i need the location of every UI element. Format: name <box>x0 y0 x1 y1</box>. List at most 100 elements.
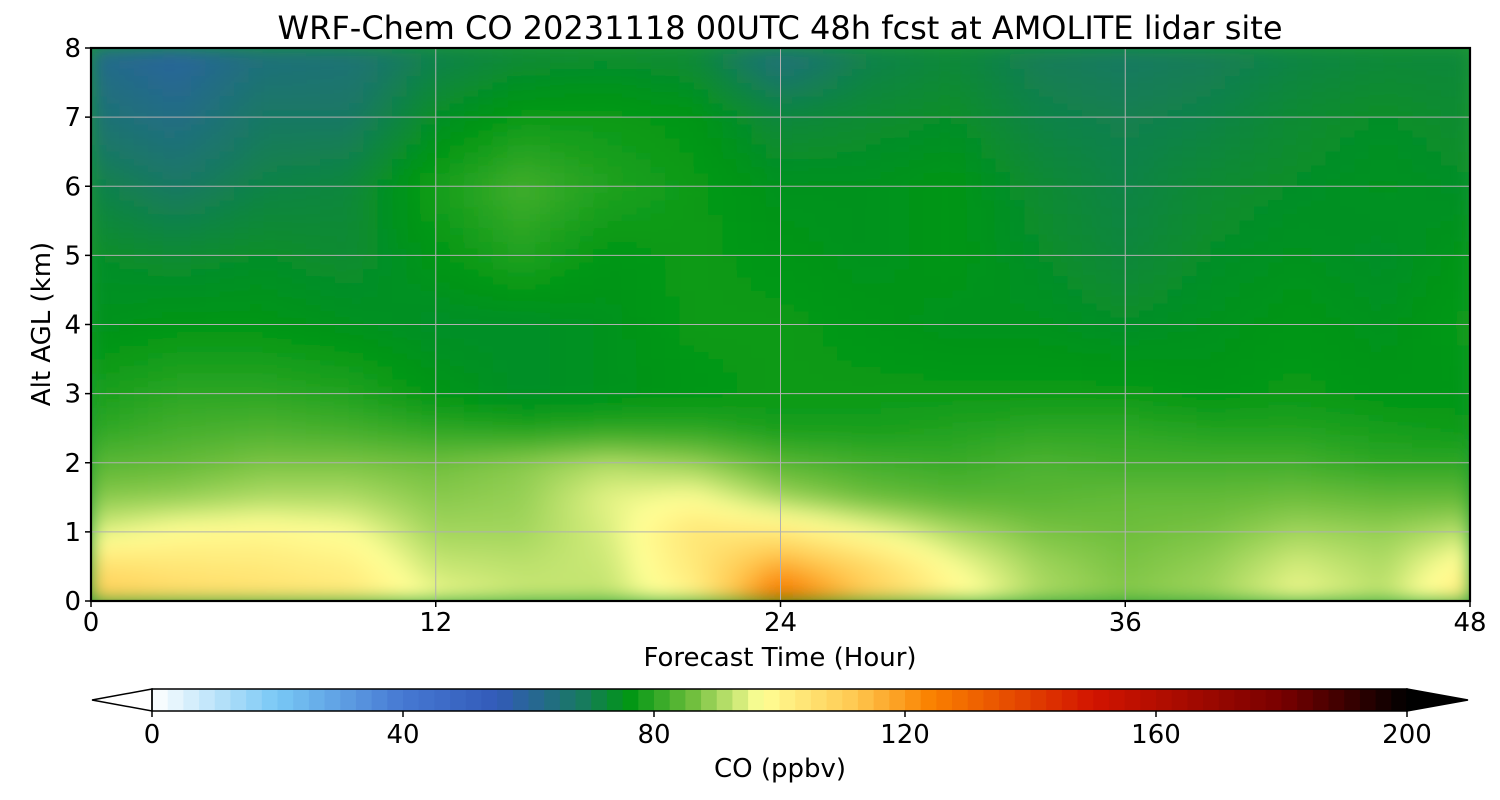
heatmap-cell <box>1139 531 1155 540</box>
heatmap-cell <box>406 441 422 450</box>
heatmap-cell <box>665 289 681 298</box>
heatmap-cell <box>765 565 781 574</box>
heatmap-cell <box>1340 406 1356 415</box>
heatmap-cell <box>91 427 106 436</box>
heatmap-cell <box>176 296 193 305</box>
heatmap-cell <box>162 393 178 402</box>
heatmap-cell <box>1297 482 1313 491</box>
heatmap-cell <box>722 372 738 381</box>
heatmap-cell <box>1110 538 1126 547</box>
heatmap-cell <box>1282 406 1299 415</box>
heatmap-cell <box>966 455 983 464</box>
heatmap-cell <box>765 531 781 540</box>
heatmap-cell <box>1182 420 1198 429</box>
heatmap-cell <box>1052 579 1069 588</box>
heatmap-cell <box>1182 489 1198 498</box>
heatmap-cell <box>794 469 810 478</box>
heatmap-cell <box>363 372 379 381</box>
heatmap-cell <box>162 420 178 429</box>
heatmap-cell <box>564 386 580 395</box>
heatmap-cell <box>765 510 781 519</box>
heatmap-cell <box>665 393 681 402</box>
heatmap-cell <box>1368 303 1385 312</box>
heatmap-cell <box>1153 289 1169 298</box>
heatmap-cell <box>1412 482 1428 491</box>
heatmap-cell <box>392 317 408 325</box>
heatmap-cell <box>406 247 422 256</box>
heatmap-cell <box>492 572 509 581</box>
heatmap-cell <box>808 524 825 533</box>
heatmap-cell <box>147 579 164 588</box>
heatmap-cell <box>966 552 983 561</box>
heatmap-cell <box>765 303 781 312</box>
heatmap-cell <box>1182 593 1198 601</box>
heatmap-cell <box>866 317 882 325</box>
heatmap-cell <box>1383 434 1399 443</box>
heatmap-cell <box>808 552 825 561</box>
heatmap-cell <box>780 482 796 491</box>
heatmap-cell <box>1440 324 1457 332</box>
heatmap-cell <box>636 434 652 443</box>
heatmap-cell <box>363 282 379 291</box>
heatmap-cell <box>952 372 968 381</box>
heatmap-cell <box>1383 413 1399 422</box>
heatmap-cell <box>1052 559 1069 567</box>
heatmap-cell <box>334 434 351 443</box>
heatmap-cell <box>1426 503 1442 512</box>
heatmap-cell <box>923 510 940 519</box>
heatmap-cell <box>995 303 1011 312</box>
heatmap-cell <box>578 489 595 498</box>
heatmap-cell <box>564 545 580 554</box>
heatmap-cell <box>1038 517 1054 526</box>
heatmap-cell <box>665 545 681 554</box>
heatmap-cell <box>780 296 796 305</box>
heatmap-cell <box>607 510 623 519</box>
heatmap-cell <box>1110 531 1126 540</box>
heatmap-cell <box>1167 462 1184 471</box>
heatmap-cell <box>1081 469 1098 478</box>
heatmap-cell <box>966 310 983 319</box>
heatmap-cell <box>320 579 336 588</box>
heatmap-cell <box>1110 386 1126 395</box>
heatmap-cell <box>449 427 465 436</box>
heatmap-cell <box>1009 420 1026 429</box>
heatmap-cell <box>1124 441 1141 450</box>
heatmap-cell <box>535 552 552 561</box>
heatmap-cell <box>1038 441 1054 450</box>
heatmap-cell <box>91 261 106 270</box>
heatmap-cell <box>191 241 207 249</box>
heatmap-cell <box>851 289 868 298</box>
heatmap-cell <box>665 303 681 312</box>
heatmap-cell <box>1325 482 1342 491</box>
heatmap-cell <box>492 241 509 249</box>
heatmap-cell <box>1052 268 1069 277</box>
heatmap-cell <box>1354 310 1370 319</box>
heatmap-cell <box>1024 503 1040 512</box>
heatmap-cell <box>492 593 509 601</box>
heatmap-cell <box>535 545 552 554</box>
heatmap-cell <box>1225 469 1241 478</box>
heatmap-cell <box>133 559 149 567</box>
heatmap-cell <box>1052 538 1069 547</box>
heatmap-cell <box>679 393 695 402</box>
heatmap-cell <box>1368 241 1385 249</box>
heatmap-cell <box>91 275 106 284</box>
heatmap-cell <box>665 275 681 284</box>
heatmap-cell <box>823 330 839 339</box>
heatmap-cell <box>420 441 437 450</box>
heatmap-cell <box>894 489 911 498</box>
heatmap-cell <box>349 552 365 561</box>
heatmap-cell <box>1139 572 1155 581</box>
heatmap-cell <box>191 317 207 325</box>
heatmap-cell <box>277 552 293 561</box>
heatmap-cell <box>205 400 221 408</box>
heatmap-cell <box>1354 552 1370 561</box>
heatmap-cell <box>248 372 264 381</box>
heatmap-cell <box>1225 337 1241 346</box>
heatmap-cell <box>277 489 293 498</box>
heatmap-cell <box>334 268 351 277</box>
heatmap-cell <box>176 476 193 484</box>
heatmap-cell <box>1268 552 1284 561</box>
heatmap-cell <box>909 462 925 471</box>
heatmap-cell <box>420 241 437 249</box>
